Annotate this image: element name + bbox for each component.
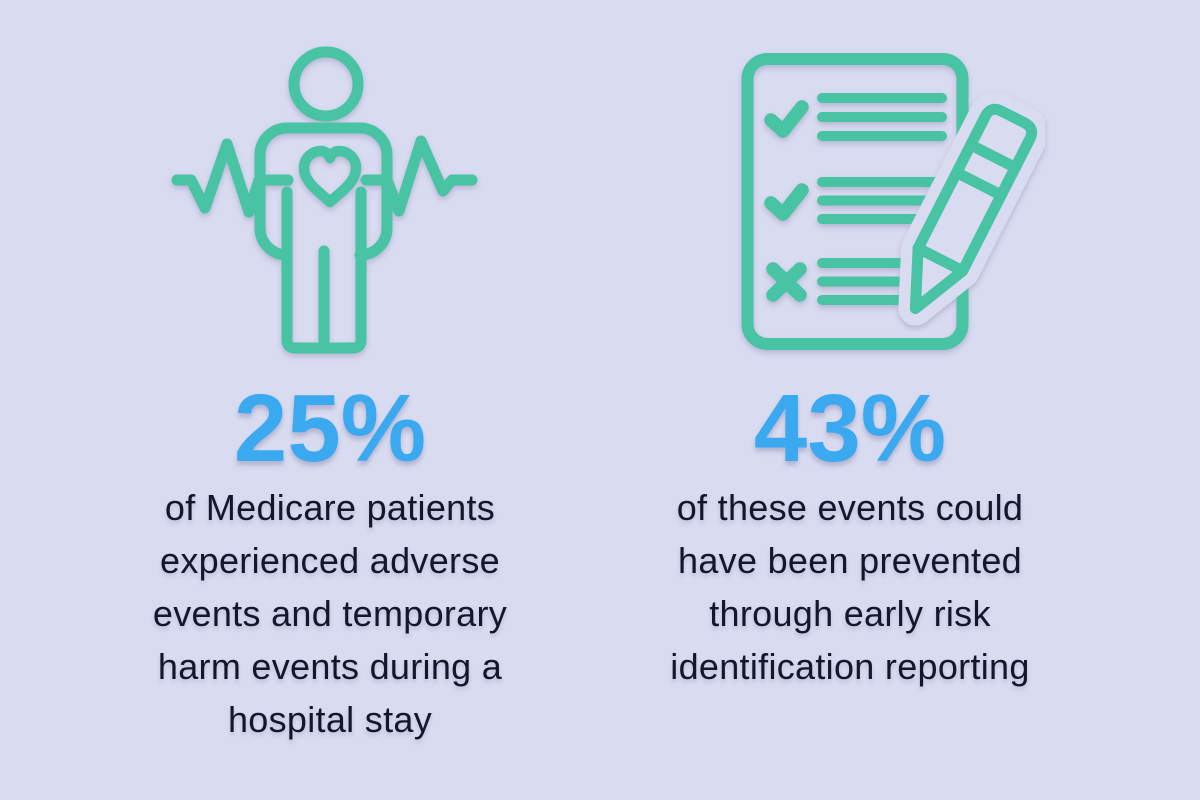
stat-percent: 25%: [233, 375, 427, 482]
head: [288, 46, 364, 122]
pencil-cone-base: [912, 242, 969, 277]
pencil: [898, 92, 1045, 326]
heart-outline: [298, 145, 362, 208]
checklist-pencil-icon: [741, 53, 1045, 350]
check-icon: [764, 100, 809, 138]
checkmarks: [764, 100, 809, 221]
pencil-band: [965, 139, 1021, 174]
x-icon: [766, 262, 807, 302]
ekg-line: [171, 135, 478, 218]
stat-description: of Medicare patients experienced adverse…: [152, 487, 508, 740]
pencil-band: [951, 166, 1007, 201]
stat-percent: 43%: [753, 375, 947, 482]
torso: [254, 122, 393, 261]
stat-description: of these events could have been prevente…: [670, 487, 1030, 687]
patient-heartbeat-icon: [171, 46, 478, 354]
person-figure: [254, 46, 393, 354]
check-icon: [764, 183, 809, 221]
